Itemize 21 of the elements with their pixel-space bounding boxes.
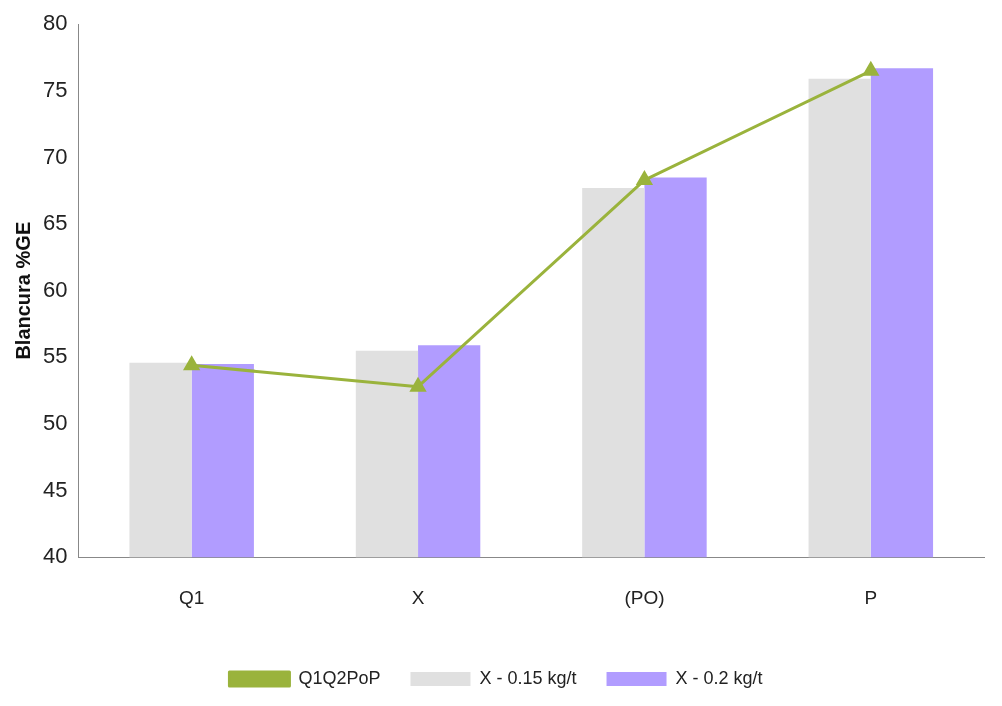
- legend-label: X - 0.2 kg/t: [675, 667, 763, 688]
- y-tick-label: 60: [42, 276, 68, 302]
- y-tick-label: 80: [42, 10, 68, 36]
- y-tick-label: 75: [42, 76, 68, 102]
- x-tick-label: (PO): [624, 586, 665, 608]
- x-tick-label: P: [864, 586, 878, 608]
- legend-label: Q1Q2PoP: [298, 667, 381, 688]
- point: [410, 378, 426, 392]
- y-tick-label: 50: [42, 410, 68, 436]
- y-tick-label: 40: [42, 543, 68, 569]
- y-tick-label: 45: [42, 476, 68, 502]
- y-tick-label: 65: [42, 210, 68, 236]
- y-tick-label: 55: [42, 343, 68, 369]
- point: [184, 356, 200, 371]
- x-tick-label: X: [411, 586, 425, 608]
- y-axis-title: Blancura %GE: [11, 221, 34, 360]
- y-tick-label: 70: [42, 143, 68, 169]
- x-tick-label: Q1: [178, 586, 205, 608]
- legend-label: X - 0.15 kg/t: [479, 667, 577, 688]
- point: [863, 62, 879, 76]
- point: [636, 171, 652, 186]
